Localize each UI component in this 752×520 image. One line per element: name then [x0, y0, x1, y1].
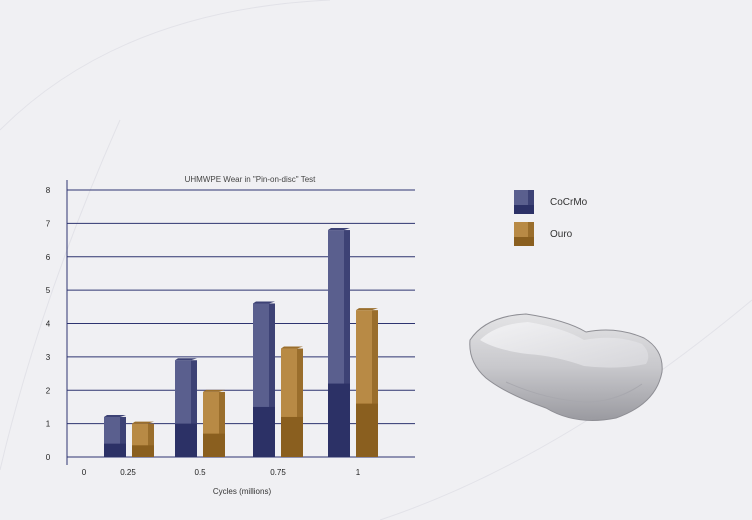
cocrmo-bar-side	[120, 416, 126, 457]
ouro-bar-side	[372, 310, 378, 457]
ouro-bar-side	[297, 348, 303, 457]
ouro-bar-side	[148, 423, 154, 457]
y-tick-label: 1	[46, 420, 51, 429]
x-tick-label: 0.25	[120, 468, 136, 477]
y-tick-label: 2	[46, 386, 51, 395]
y-tick-label: 5	[46, 286, 51, 295]
y-tick-label: 8	[46, 186, 51, 195]
cocrmo-bar-side	[269, 303, 275, 457]
ouro-bar-lower	[132, 445, 154, 457]
cocrmo-bar-lower	[328, 383, 350, 457]
x-tick-label: 0	[82, 468, 87, 477]
x-tick-label: 0.5	[194, 468, 206, 477]
cocrmo-bar-lower	[104, 443, 126, 457]
legend-label-cocrmo: CoCrMo	[550, 196, 588, 208]
cocrmo-bar-side	[191, 360, 197, 457]
legend-label-ouro: Ouro	[550, 228, 573, 240]
ouro-bar-side	[219, 391, 225, 457]
cocrmo-bar-lower	[175, 423, 197, 457]
legend-item-cocrmo: CoCrMo	[514, 190, 587, 214]
ouro-bar-top	[356, 308, 378, 311]
ouro-swatch	[514, 222, 534, 246]
y-tick-label: 6	[46, 253, 51, 262]
legend-item-ouro: Ouro	[514, 222, 587, 246]
cocrmo-bar-lower	[253, 406, 275, 457]
cocrmo-bar-top	[328, 228, 350, 231]
cocrmo-bar-top	[253, 301, 275, 304]
cocrmo-bar-top	[175, 358, 197, 361]
ouro-bar-lower	[203, 433, 225, 457]
implant-component-icon	[469, 313, 663, 421]
y-tick-label: 4	[46, 320, 51, 329]
cocrmo-bar-top	[104, 414, 126, 417]
chart-title: UHMWPE Wear in "Pin-on-disc" Test	[184, 175, 316, 184]
y-tick-label: 3	[46, 353, 51, 362]
ouro-bar-top	[132, 421, 154, 424]
x-tick-label: 0.75	[270, 468, 286, 477]
ouro-bar-top	[281, 346, 303, 349]
ouro-bar-lower	[356, 403, 378, 457]
x-tick-label: 1	[356, 468, 361, 477]
x-axis-label: Cycles (millions)	[213, 487, 272, 496]
y-tick-label: 0	[46, 453, 51, 462]
y-tick-label: 7	[46, 219, 51, 228]
legend: CoCrMo Ouro	[514, 190, 587, 254]
cocrmo-swatch	[514, 190, 534, 214]
ouro-bar-top	[203, 389, 225, 392]
cocrmo-bar-side	[344, 230, 350, 457]
ouro-bar-lower	[281, 416, 303, 457]
